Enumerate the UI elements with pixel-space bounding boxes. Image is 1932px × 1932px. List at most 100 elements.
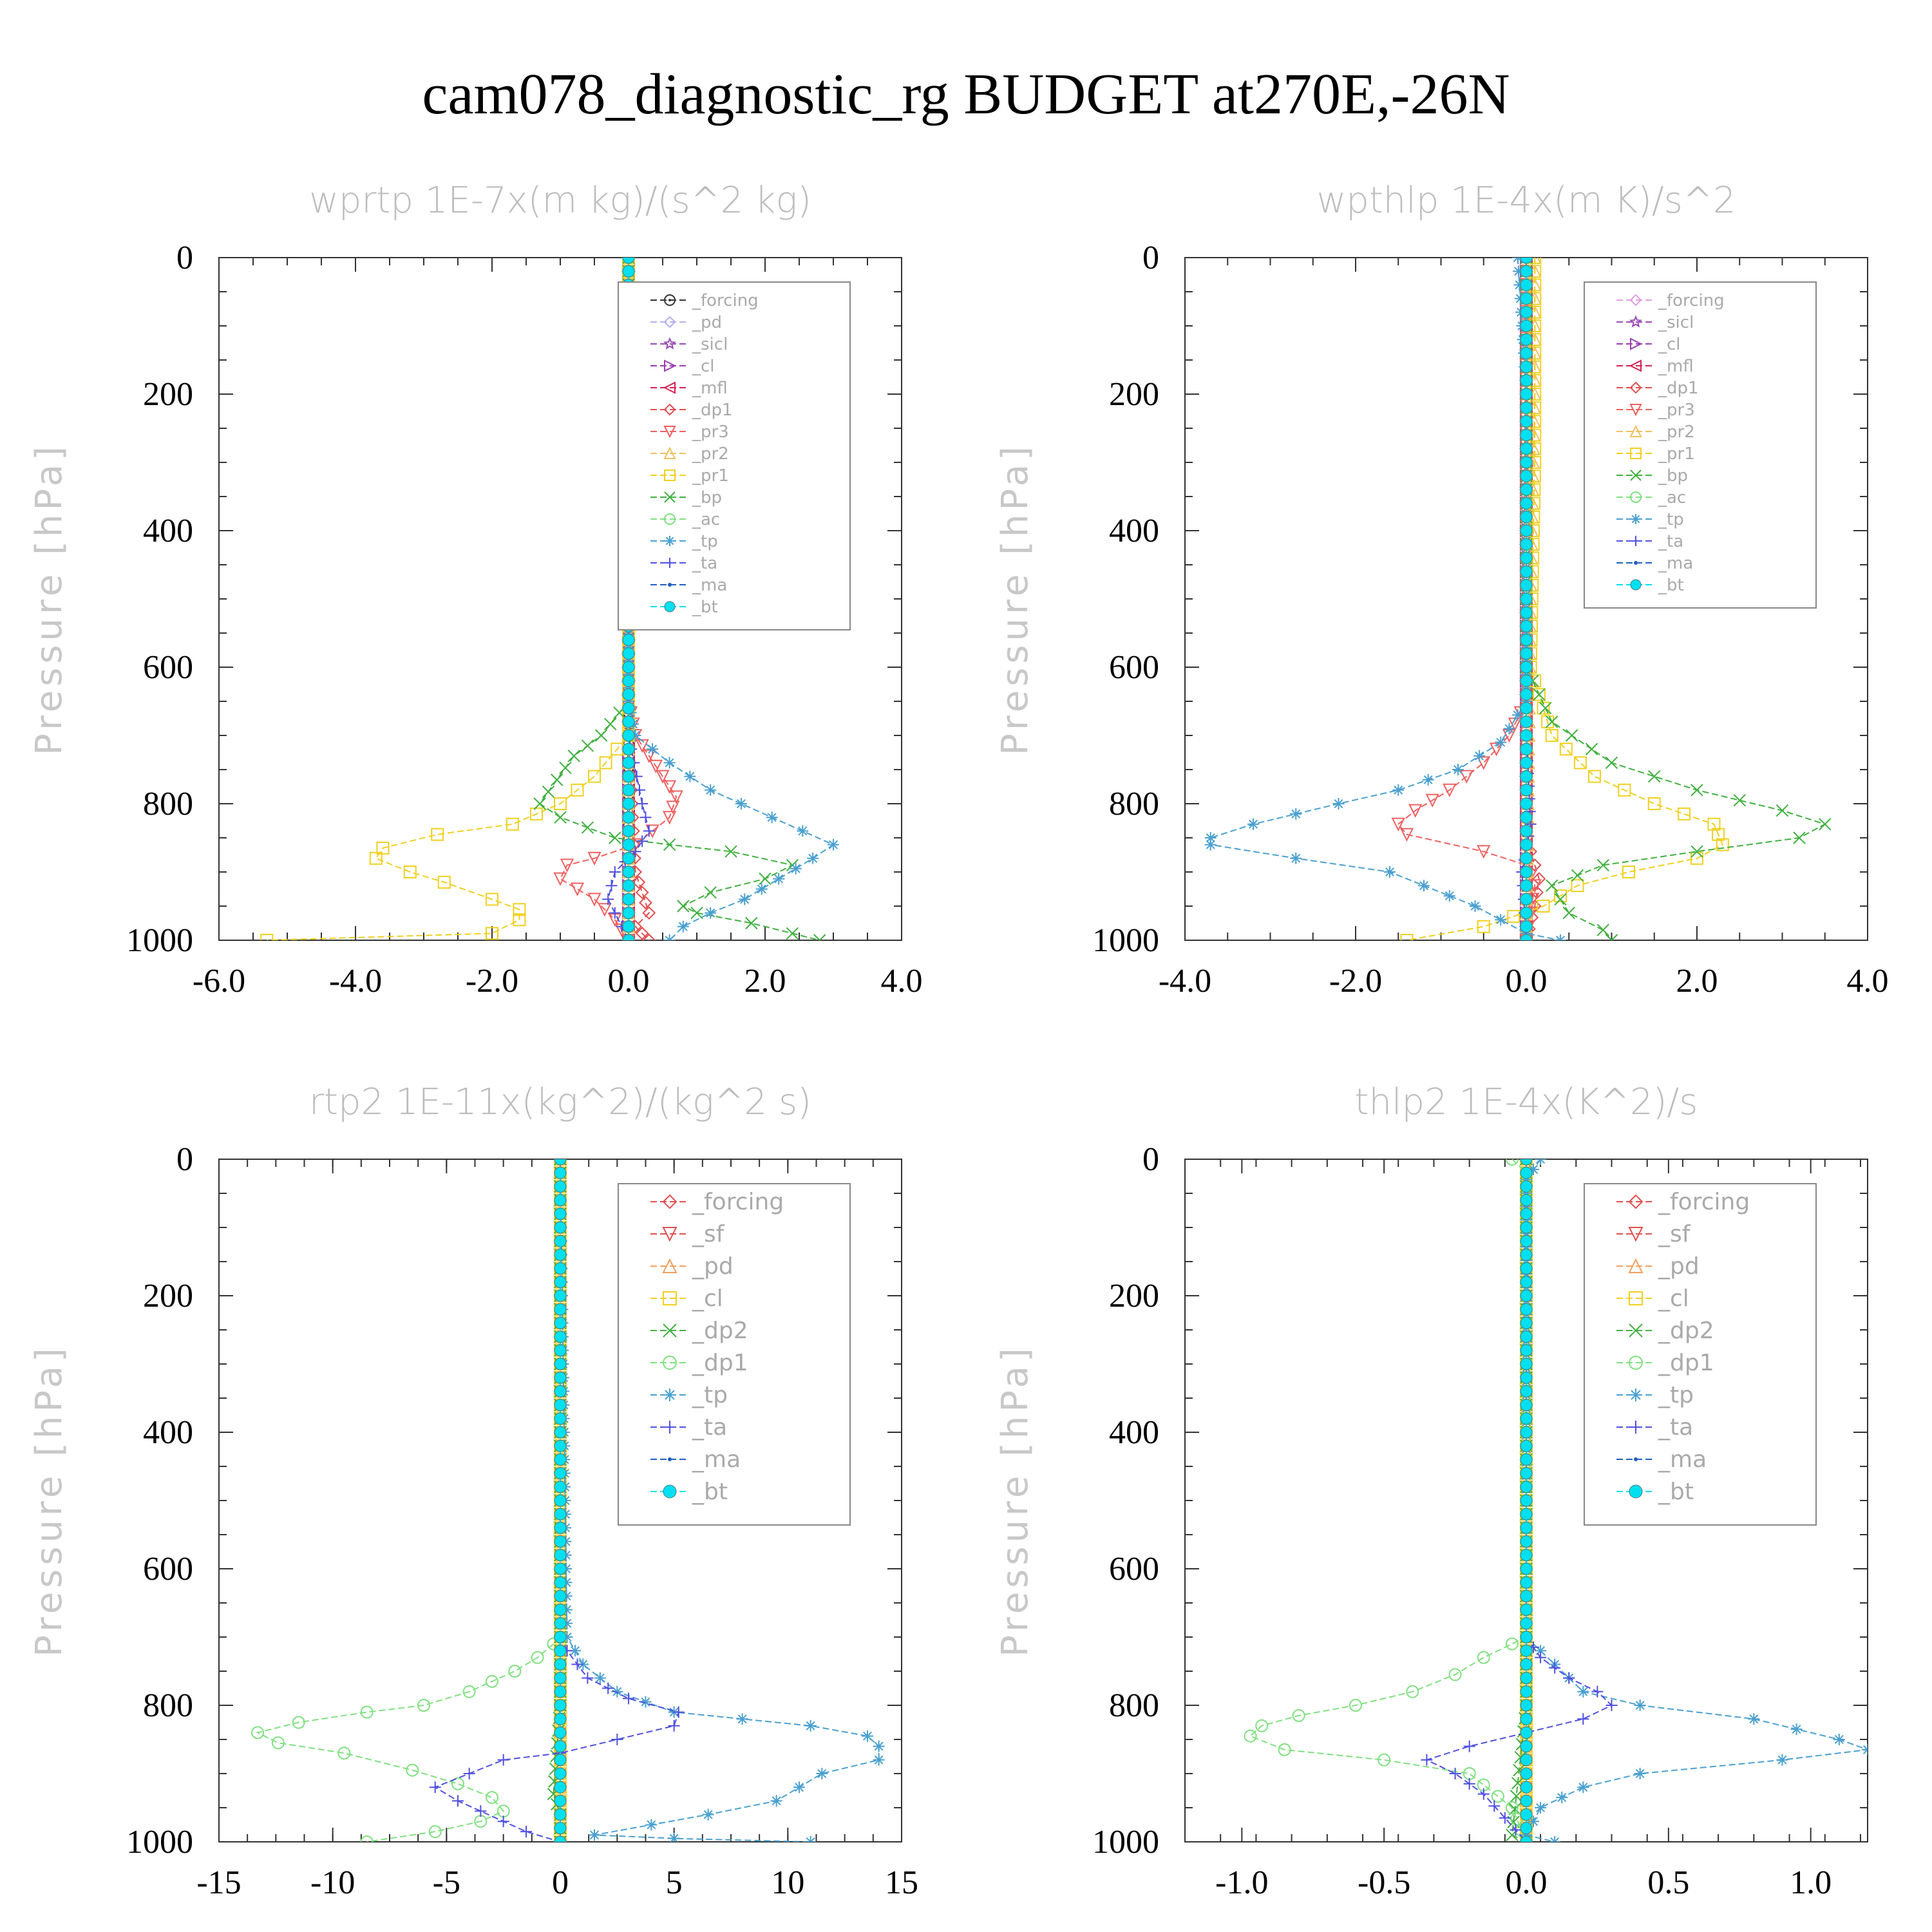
legend-marker (1629, 294, 1642, 307)
data-point (1520, 688, 1533, 701)
data-point (1520, 1562, 1533, 1575)
data-point (656, 770, 670, 784)
data-point (1520, 551, 1533, 564)
data-point (486, 927, 498, 940)
x-tick-label: 0.5 (1647, 1864, 1689, 1901)
data-point (622, 920, 635, 933)
data-point (1520, 1235, 1533, 1247)
legend-marker (662, 1194, 677, 1209)
data-point (605, 880, 618, 892)
data-point (462, 1685, 476, 1698)
data-point (1716, 838, 1729, 851)
data-point (1505, 1159, 1519, 1166)
data-point (649, 759, 663, 773)
series_bt (554, 1159, 567, 1842)
legend-marker (663, 446, 676, 459)
legend-label: _mfl (1658, 357, 1694, 376)
data-point (1541, 715, 1555, 728)
data-point (1690, 784, 1703, 797)
data-point (1571, 869, 1584, 882)
data-point (639, 811, 652, 824)
y-tick-label: 200 (143, 376, 193, 413)
data-point (1392, 784, 1405, 796)
data-point (1452, 764, 1464, 775)
data-point (1535, 1802, 1547, 1814)
data-point (1520, 1180, 1533, 1193)
data-point (609, 907, 621, 919)
data-point (1545, 729, 1558, 742)
data-point (622, 674, 635, 687)
series_bt (1520, 1159, 1533, 1842)
legend-label: _bt (692, 598, 718, 617)
legend-marker (664, 469, 676, 481)
legend-marker (1629, 359, 1642, 372)
data-point (662, 780, 677, 794)
data-point (1520, 1289, 1533, 1302)
legend-marker (1629, 404, 1642, 417)
x-tick-label: -2.0 (1329, 963, 1382, 999)
data-point (429, 1781, 441, 1794)
data-point (1495, 914, 1507, 926)
data-point (622, 907, 635, 920)
legend-marker (1634, 1457, 1638, 1461)
data-point (554, 811, 567, 824)
x-tick-label: -1.0 (1215, 1864, 1268, 1901)
legend-label: _bp (692, 488, 722, 507)
series-line (560, 1159, 880, 1842)
data-point (1463, 1740, 1475, 1752)
data-point (1520, 1481, 1533, 1493)
data-point (559, 761, 572, 775)
data-point (1510, 1824, 1522, 1836)
data-point (797, 825, 809, 837)
legend-marker (663, 381, 676, 394)
data-point (642, 933, 656, 940)
x-tick-label: -15 (196, 1864, 241, 1901)
y-tick-label: 800 (143, 1687, 193, 1724)
data-point (1520, 674, 1533, 687)
x-tick-label: 15 (885, 1864, 918, 1901)
data-point (677, 920, 689, 933)
data-point (437, 875, 451, 889)
series-line (1209, 258, 1561, 940)
data-point (1505, 1637, 1519, 1651)
data-point (1399, 828, 1414, 842)
data-point (1520, 1221, 1533, 1234)
legend-marker (663, 1356, 677, 1370)
data-point (1520, 1808, 1533, 1821)
data-point (1449, 1768, 1461, 1779)
legend-marker (1630, 579, 1642, 591)
x-tick-label: 4.0 (881, 963, 923, 999)
data-point (529, 807, 543, 820)
data-point (663, 838, 676, 851)
x-tick-label: 10 (771, 1864, 804, 1901)
data-point (690, 906, 703, 920)
data-point (1278, 1743, 1291, 1756)
data-point (1503, 723, 1515, 735)
data-point (622, 688, 635, 701)
legend-label: _sf (1658, 1221, 1691, 1247)
data-point (1448, 1668, 1462, 1681)
data-point (1647, 797, 1661, 810)
panel-title: rtp2 1E-11x(kg^2)/(kg^2 s) (309, 1081, 811, 1123)
data-point (513, 903, 526, 916)
data-point (1488, 1800, 1501, 1812)
data-point (666, 800, 680, 815)
legend-marker (1628, 1258, 1643, 1273)
data-point (1520, 415, 1533, 428)
data-point (554, 1385, 567, 1397)
legend-marker (1628, 1227, 1643, 1242)
legend-marker (664, 294, 676, 306)
data-point (1648, 770, 1661, 783)
legend-label: _tp (1658, 510, 1684, 529)
series_pr1 (260, 258, 635, 940)
data-point (1605, 934, 1618, 940)
data-point (1520, 811, 1533, 824)
legend-marker (1629, 1388, 1642, 1401)
y-tick-label: 400 (143, 513, 193, 549)
data-point (1555, 934, 1566, 940)
legend-label: _cl (1658, 1285, 1689, 1312)
data-point (1520, 483, 1533, 496)
data-point (554, 1331, 567, 1343)
data-point (1776, 1754, 1788, 1766)
data-point (669, 790, 683, 804)
